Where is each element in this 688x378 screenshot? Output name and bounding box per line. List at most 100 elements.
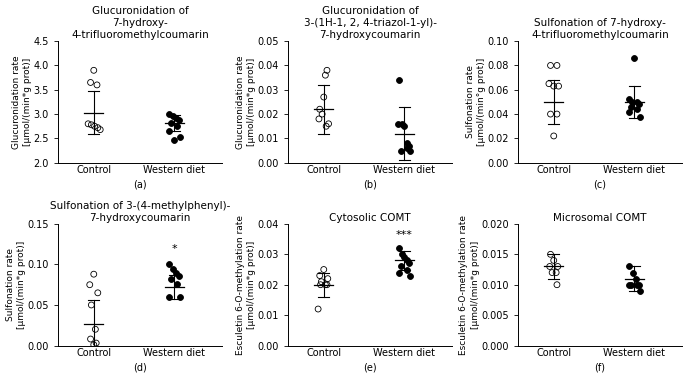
Point [623,282,634,288]
Y-axis label: Sulfonation rate
[μmol/(min°g prot)]: Sulfonation rate [μmol/(min°g prot)] [466,58,486,146]
Point [314,116,325,122]
Point [88,67,99,73]
Point [627,270,638,276]
Point [91,340,102,346]
Point [547,270,558,276]
Point [394,77,405,83]
Point [393,270,404,276]
Point [171,115,182,121]
Point [86,302,97,308]
Point [171,270,182,276]
X-axis label: (b): (b) [363,180,377,190]
Point [167,113,178,119]
Point [394,245,405,251]
X-axis label: (f): (f) [594,363,605,372]
Point [86,122,97,128]
Point [548,257,559,263]
Point [632,282,643,288]
Point [316,279,327,285]
Point [319,266,330,273]
Title: Microsomal COMT: Microsomal COMT [553,213,647,223]
Y-axis label: Glucuronidation rate
[μmol/(min*g prot)]: Glucuronidation rate [μmol/(min*g prot)] [12,55,32,149]
Point [398,254,409,260]
Point [163,294,174,300]
Point [545,111,556,117]
Point [174,135,185,141]
Point [173,117,184,123]
Point [315,282,326,288]
Point [172,123,183,129]
Point [629,55,640,61]
Point [172,281,183,287]
Point [312,306,323,312]
Point [625,104,636,110]
Point [314,273,325,279]
Point [322,276,333,282]
Point [552,282,563,288]
Title: Sulfonation of 7-hydroxy-
4-trifluoromethylcoumarin: Sulfonation of 7-hydroxy- 4-trifluoromet… [531,18,669,40]
Point [626,99,637,105]
Point [634,101,645,107]
X-axis label: (a): (a) [133,180,147,190]
Point [545,251,556,257]
Point [624,96,635,102]
Point [163,128,174,134]
X-axis label: (c): (c) [594,180,607,190]
Point [553,83,564,89]
Point [392,121,403,127]
Point [164,111,175,117]
Point [544,81,555,87]
Point [401,257,412,263]
Point [174,294,185,300]
Title: Sulfonation of 3-(4-methylphenyl)-
7-hydroxycoumarin: Sulfonation of 3-(4-methylphenyl)- 7-hyd… [50,201,230,223]
X-axis label: (e): (e) [363,363,377,372]
Y-axis label: Esculetin 6-O-methylation rate
[μmol/(min*g prot)]: Esculetin 6-O-methylation rate [μmol/(mi… [460,215,480,355]
Point [634,282,645,288]
Point [316,111,327,117]
Point [166,120,177,126]
Y-axis label: Esculetin 6-O-methylation rate
[μmol/(min*g prot)]: Esculetin 6-O-methylation rate [μmol/(mi… [235,215,256,355]
Point [84,282,95,288]
Point [321,67,332,73]
Point [166,276,177,282]
Point [402,145,413,151]
Point [634,288,645,294]
Text: ***: *** [396,230,413,240]
Point [550,270,561,276]
Point [623,108,634,115]
Title: Glucuronidation of
3-(1H-1, 2, 4-triazol-1-yl)-
7-hydroxycoumarin: Glucuronidation of 3-(1H-1, 2, 4-triazol… [303,6,436,40]
Point [396,251,407,257]
Point [625,282,636,288]
Point [402,266,413,273]
Point [92,82,103,88]
Title: Glucuronidation of
7-hydroxy-
4-trifluoromethylcoumarin: Glucuronidation of 7-hydroxy- 4-trifluor… [71,6,209,40]
Point [173,273,184,279]
Point [88,342,99,348]
Point [545,62,556,68]
Point [624,263,635,270]
Point [90,326,101,332]
Point [404,260,415,266]
Y-axis label: Sulfonation rate
[μmol/(min*g prot)]: Sulfonation rate [μmol/(min*g prot)] [6,240,25,329]
Point [396,121,407,127]
Point [83,121,94,127]
Point [85,79,96,85]
Point [552,263,563,270]
Point [89,123,100,129]
Text: *: * [171,244,177,254]
Point [169,137,180,143]
Point [401,140,412,146]
Point [164,262,175,268]
Point [85,336,96,342]
Point [320,72,331,78]
Point [314,106,325,112]
Point [548,133,559,139]
Point [167,265,178,271]
Point [544,263,555,270]
Point [634,113,645,119]
Point [552,62,563,68]
X-axis label: (d): (d) [133,363,147,372]
Point [632,106,643,112]
Point [548,83,559,89]
Point [319,94,330,100]
